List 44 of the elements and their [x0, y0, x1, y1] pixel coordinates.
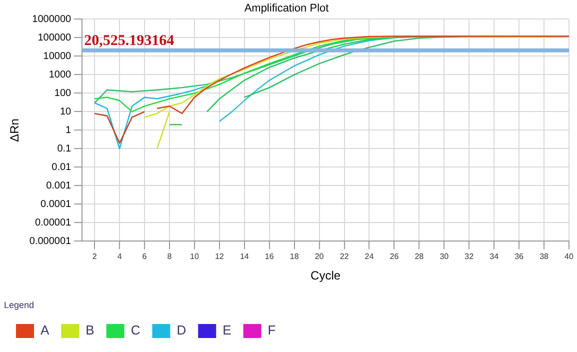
x-tick-label: 40 [564, 252, 574, 262]
legend-label: C [130, 322, 140, 338]
x-tick-label: 22 [340, 252, 350, 262]
y-tick-label: 100 [54, 88, 72, 99]
chart-title: Amplification Plot [244, 2, 329, 15]
x-tick-label: 20 [314, 252, 324, 262]
y-tick-label: 1000000 [32, 14, 72, 25]
legend-title: Legend [4, 300, 34, 310]
y-tick-label: 1000 [48, 69, 72, 80]
y-tick-label: 0.000001 [29, 236, 72, 247]
y-tick-label: 0.00001 [34, 217, 72, 228]
legend-label: F [268, 322, 276, 338]
x-tick-label: 2 [92, 252, 98, 262]
legend-label: D [176, 322, 186, 338]
x-tick-label: 6 [142, 252, 148, 262]
x-tick-label: 34 [490, 252, 500, 262]
x-tick-label: 18 [290, 252, 300, 262]
x-tick-label: 16 [264, 252, 274, 262]
x-tick-label: 30 [440, 252, 450, 262]
legend-label: B [86, 322, 94, 338]
y-axis-title: ΔRn [8, 118, 22, 142]
x-tick-label: 24 [364, 252, 374, 262]
legend-label: E [222, 322, 232, 338]
x-tick-label: 14 [240, 252, 250, 262]
y-tick-label: 0.0001 [40, 198, 72, 210]
x-tick-label: 8 [167, 252, 172, 262]
x-tick-label: 10 [190, 252, 200, 262]
x-tick-label: 26 [390, 252, 400, 262]
x-tick-label: 12 [214, 252, 224, 262]
legend-label: A [40, 322, 50, 338]
y-tick-label: 0.1 [57, 143, 72, 154]
x-tick-label: 32 [464, 252, 474, 262]
x-tick-label: 36 [514, 252, 524, 262]
y-tick-label: 0.001 [46, 180, 72, 192]
x-tick-label: 4 [117, 252, 122, 262]
x-tick-label: 28 [414, 252, 424, 262]
x-axis-title: Cycle [310, 268, 341, 282]
y-tick-label: 10 [60, 106, 72, 118]
y-tick-label: 0.01 [52, 162, 72, 173]
y-tick-label: 10000 [43, 50, 72, 62]
x-tick-label: 38 [540, 252, 550, 262]
ref-line-label: 20,525.193164 [84, 32, 175, 49]
y-tick-label: 1 [66, 124, 72, 136]
y-tick-label: 100000 [38, 32, 72, 44]
